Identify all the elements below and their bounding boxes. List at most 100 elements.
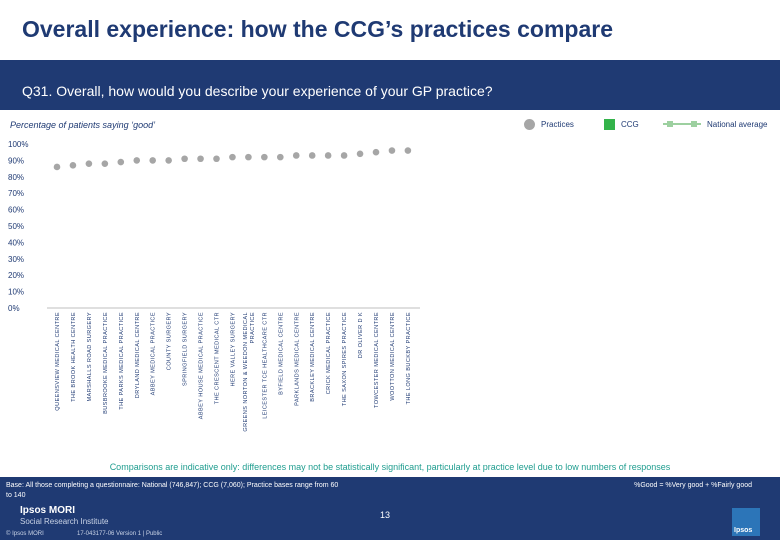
practice-point xyxy=(85,160,93,167)
x-tick-label: COUNTY SURGERY xyxy=(167,312,173,370)
practice-point xyxy=(388,147,396,154)
x-tick-label-line: GREENS NORTON & WEEDON MEDICAL xyxy=(243,312,249,432)
practice-point xyxy=(404,147,412,154)
practice-point xyxy=(149,157,156,164)
practice-point xyxy=(340,152,348,159)
x-tick-label: BRACKLEY MEDICAL CENTRE xyxy=(310,312,316,402)
x-tick-label: THE LONG BUCKBY PRACTICE xyxy=(406,312,412,405)
x-tick-label-line: DRYLAND MEDICAL CENTRE xyxy=(135,312,141,398)
practice-point xyxy=(69,162,77,169)
practice-point xyxy=(117,158,125,166)
x-tick-label: BUSBROOKE MEDICAL PRACTICE xyxy=(103,312,109,414)
x-tick-label: THE PARKS MEDICAL PRACTICE xyxy=(119,312,125,410)
practice-point xyxy=(181,155,188,163)
x-tick-label-line: THE LONG BUCKBY PRACTICE xyxy=(406,312,412,405)
y-tick-label: 80% xyxy=(8,173,24,182)
x-tick-label: DRYLAND MEDICAL CENTRE xyxy=(135,312,141,398)
brand-label: Ipsos xyxy=(734,527,753,534)
x-tick-label: SPRINGFIELD SURGERY xyxy=(183,312,189,386)
question-text: Q31. Overall, how would you describe you… xyxy=(22,83,493,99)
x-tick-label-line: BUSBROOKE MEDICAL PRACTICE xyxy=(103,312,109,414)
practice-point xyxy=(101,160,109,167)
base-note: Base: All those completing a questionnai… xyxy=(6,482,339,499)
x-tick-label-line: QUEENSVIEW MEDICAL CENTRE xyxy=(55,312,61,411)
y-tick-label: 20% xyxy=(8,271,24,280)
ccg-square-icon xyxy=(604,118,615,130)
legend-national-label: National average xyxy=(707,119,768,129)
x-tick-label: THE SAXON SPIRES PRACTICE xyxy=(342,312,348,406)
x-tick-label-line: THE BROOK HEALTH CENTRE xyxy=(71,312,77,402)
x-tick-label-line: BYFIELD MEDICAL CENTRE xyxy=(278,312,284,395)
practice-point xyxy=(165,157,172,164)
ipsos-mori-logo: Ipsos MORI xyxy=(20,505,76,516)
y-tick-label: 0% xyxy=(8,304,20,313)
practice-point xyxy=(261,153,268,161)
x-tick-label: BYFIELD MEDICAL CENTRE xyxy=(278,312,284,395)
practice-point xyxy=(372,148,380,156)
legend-ccg-label: CCG xyxy=(621,119,639,129)
y-tick-label: 90% xyxy=(8,156,24,165)
x-tick-label: GREENS NORTON & WEEDON MEDICALPRACTICE xyxy=(243,312,256,432)
practice-point xyxy=(324,152,332,159)
x-tick-label: THE BROOK HEALTH CENTRE xyxy=(71,312,77,402)
y-tick-label: 10% xyxy=(8,288,24,297)
x-tick-label-line: THE CRESCENT MEDICAL CTR xyxy=(215,312,221,404)
x-tick-label: DR OLIVER D K xyxy=(358,312,364,358)
question-band xyxy=(0,60,780,110)
y-tick-label: 50% xyxy=(8,222,24,231)
x-tick-label: HERE VALLEY SURGERY xyxy=(230,312,236,386)
x-tick-label-line: THE PARKS MEDICAL PRACTICE xyxy=(119,312,125,410)
y-tick-label: 30% xyxy=(8,255,24,264)
ipsos-brand-logo: Ipsos xyxy=(732,508,760,536)
x-tick-label-line: WOOTTON MEDICAL CENTRE xyxy=(390,312,396,401)
y-tick-label: 100% xyxy=(8,140,28,149)
x-tick-label: ABBEY MEDICAL PRACTICE xyxy=(151,312,157,395)
y-tick-label: 40% xyxy=(8,238,24,247)
x-tick-label: MARSHALLS ROAD SURGERY xyxy=(87,312,93,402)
x-tick-label-line: SPRINGFIELD SURGERY xyxy=(183,312,189,386)
legend-national: National average xyxy=(663,117,767,131)
practice-dot-icon xyxy=(524,118,535,130)
practice-point xyxy=(356,150,364,158)
x-tick-label: CRICK MEDICAL PRACTICE xyxy=(326,312,332,394)
x-tick-label-line: PRACTICE xyxy=(250,312,256,343)
page-number: 13 xyxy=(380,510,391,520)
x-tick-label-line: BRACKLEY MEDICAL CENTRE xyxy=(310,312,316,402)
legend-ccg: CCG xyxy=(604,117,639,131)
x-tick-label-line: CRICK MEDICAL PRACTICE xyxy=(326,312,332,394)
x-tick-label: PARKLANDS MEDICAL CENTRE xyxy=(294,312,300,406)
x-tick-label-line: THE SAXON SPIRES PRACTICE xyxy=(342,312,348,406)
x-tick-label-line: DR OLIVER D K xyxy=(358,312,364,358)
x-tick-label: WOOTTON MEDICAL CENTRE xyxy=(390,312,396,401)
x-tick-label: ABBEY HOUSE MEDICAL PRACTICE xyxy=(199,312,205,419)
footer-band xyxy=(0,477,780,540)
x-tick-label: LEICESTER TCE HEALTHCARE CTR xyxy=(262,312,268,419)
x-tick-label-line: ABBEY MEDICAL PRACTICE xyxy=(151,312,157,395)
practice-point xyxy=(213,155,220,163)
x-tick-label: QUEENSVIEW MEDICAL CENTRE xyxy=(55,312,61,411)
x-tick-label-line: COUNTY SURGERY xyxy=(167,312,173,370)
legend-practices-label: Practices xyxy=(541,119,574,129)
practice-comparison-chart: 0% 10% 20% 30% 40% 50% 60% 70% 80% 90% 100% QUEENSV… xyxy=(8,140,420,432)
practice-point xyxy=(229,153,236,161)
x-tick-label-line: MARSHALLS ROAD SURGERY xyxy=(87,312,93,402)
practice-point xyxy=(308,152,316,159)
national-line-icon xyxy=(663,121,701,127)
copyright: © Ipsos MORI xyxy=(6,531,44,537)
practice-point xyxy=(292,152,300,159)
institute-name: Social Research Institute xyxy=(20,517,109,526)
x-tick-label-line: PARKLANDS MEDICAL CENTRE xyxy=(294,312,300,406)
version-info: 17-043177-06 Version 1 | Public xyxy=(77,531,163,537)
practice-point xyxy=(197,155,204,163)
title-band xyxy=(0,0,780,60)
practice-point xyxy=(277,153,284,161)
good-definition-note: %Good = %Very good + %Fairly good xyxy=(634,482,752,489)
x-tick-label-line: LEICESTER TCE HEALTHCARE CTR xyxy=(262,312,268,419)
comparison-note: Comparisons are indicative only: differe… xyxy=(109,462,671,472)
x-tick-label-line: TOWCESTER MEDICAL CENTRE xyxy=(374,312,380,408)
practice-point xyxy=(53,163,61,171)
x-tick-label-line: HERE VALLEY SURGERY xyxy=(230,312,236,386)
y-tick-label: 70% xyxy=(8,189,24,198)
x-tick-label-line: ABBEY HOUSE MEDICAL PRACTICE xyxy=(199,312,205,419)
legend-practices: Practices xyxy=(524,117,574,131)
